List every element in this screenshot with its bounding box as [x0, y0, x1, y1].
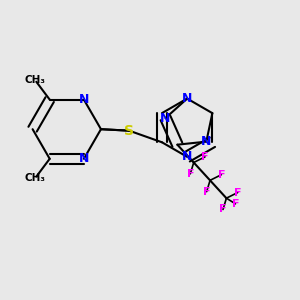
Text: F: F — [232, 199, 239, 209]
Text: N: N — [201, 135, 211, 148]
Text: N: N — [182, 92, 192, 105]
Text: F: F — [187, 169, 194, 179]
Text: N: N — [160, 112, 171, 124]
Text: F: F — [201, 152, 209, 162]
Text: N: N — [79, 152, 89, 165]
Text: N: N — [182, 150, 192, 163]
Text: F: F — [203, 187, 210, 196]
Text: F: F — [234, 188, 242, 197]
Text: F: F — [219, 205, 227, 214]
Text: CH₃: CH₃ — [24, 173, 45, 183]
Text: F: F — [218, 170, 225, 180]
Text: S: S — [124, 124, 134, 138]
Text: CH₃: CH₃ — [24, 75, 45, 85]
Text: N: N — [79, 93, 89, 106]
